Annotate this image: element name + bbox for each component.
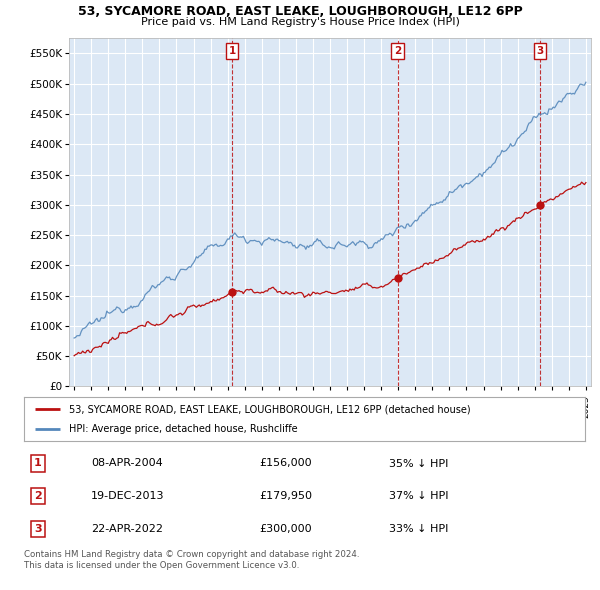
Text: 1: 1 (34, 458, 42, 468)
Text: This data is licensed under the Open Government Licence v3.0.: This data is licensed under the Open Gov… (24, 560, 299, 569)
Text: 3: 3 (34, 524, 42, 534)
Text: 19-DEC-2013: 19-DEC-2013 (91, 491, 165, 501)
Text: 35% ↓ HPI: 35% ↓ HPI (389, 458, 448, 468)
Text: £179,950: £179,950 (260, 491, 313, 501)
Text: £156,000: £156,000 (260, 458, 312, 468)
Text: 22-APR-2022: 22-APR-2022 (91, 524, 163, 534)
Text: 53, SYCAMORE ROAD, EAST LEAKE, LOUGHBOROUGH, LE12 6PP: 53, SYCAMORE ROAD, EAST LEAKE, LOUGHBORO… (77, 5, 523, 18)
Text: 33% ↓ HPI: 33% ↓ HPI (389, 524, 448, 534)
Text: 3: 3 (536, 46, 544, 56)
Text: 08-APR-2004: 08-APR-2004 (91, 458, 163, 468)
Text: Contains HM Land Registry data © Crown copyright and database right 2024.: Contains HM Land Registry data © Crown c… (24, 550, 359, 559)
Text: 2: 2 (34, 491, 42, 501)
Text: HPI: Average price, detached house, Rushcliffe: HPI: Average price, detached house, Rush… (69, 424, 298, 434)
Text: 37% ↓ HPI: 37% ↓ HPI (389, 491, 448, 501)
Text: 2: 2 (394, 46, 401, 56)
Text: 53, SYCAMORE ROAD, EAST LEAKE, LOUGHBOROUGH, LE12 6PP (detached house): 53, SYCAMORE ROAD, EAST LEAKE, LOUGHBORO… (69, 404, 470, 414)
Text: Price paid vs. HM Land Registry's House Price Index (HPI): Price paid vs. HM Land Registry's House … (140, 17, 460, 27)
Text: 1: 1 (229, 46, 236, 56)
Text: £300,000: £300,000 (260, 524, 312, 534)
